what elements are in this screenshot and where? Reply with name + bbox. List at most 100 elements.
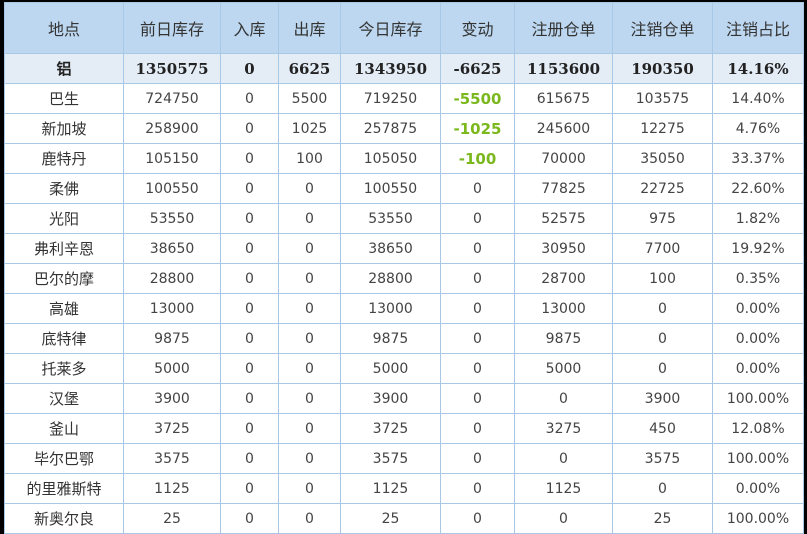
- cell-inbound: 0: [220, 113, 279, 144]
- header-prev-stock: 前日库存: [123, 2, 221, 54]
- cell-registered-warrants: 52575: [514, 203, 613, 234]
- cell-today-stock: 719250: [340, 83, 441, 114]
- cell-today-stock: 1125: [340, 473, 441, 504]
- cell-cancelled-ratio: 0.00%: [712, 353, 804, 384]
- cell-prev-stock: 3725: [123, 413, 221, 444]
- header-today-stock: 今日库存: [340, 2, 441, 54]
- table-row: 巴尔的摩 28800 0 0 28800 0 28700 100 0.35%: [4, 263, 804, 294]
- cell-registered-warrants: 1153600: [514, 53, 613, 84]
- cell-today-stock: 25: [340, 503, 441, 534]
- cell-prev-stock: 1350575: [123, 53, 221, 84]
- cell-inbound: 0: [220, 293, 279, 324]
- cell-outbound: 5500: [278, 83, 341, 114]
- cell-prev-stock: 105150: [123, 143, 221, 174]
- cell-change: 0: [440, 473, 515, 504]
- cell-outbound: 0: [278, 293, 341, 324]
- cell-today-stock: 3900: [340, 383, 441, 414]
- cell-cancelled-warrants: 12275: [612, 113, 713, 144]
- cell-today-stock: 13000: [340, 293, 441, 324]
- cell-prev-stock: 38650: [123, 233, 221, 264]
- table-row: 巴生 724750 0 5500 719250 -5500 615675 103575 14.4…: [4, 83, 804, 114]
- cell-inbound: 0: [220, 233, 279, 264]
- cell-registered-warrants: 13000: [514, 293, 613, 324]
- cell-inbound: 0: [220, 263, 279, 294]
- cell-change: -6625: [440, 53, 515, 84]
- cell-inbound: 0: [220, 173, 279, 204]
- cell-inbound: 0: [220, 203, 279, 234]
- cell-outbound: 100: [278, 143, 341, 174]
- cell-cancelled-warrants: 7700: [612, 233, 713, 264]
- table-row: 新奥尔良 25 0 0 25 0 0 25 100.00%: [4, 503, 804, 534]
- cell-cancelled-ratio: 0.00%: [712, 293, 804, 324]
- cell-registered-warrants: 70000: [514, 143, 613, 174]
- cell-today-stock: 9875: [340, 323, 441, 354]
- cell-cancelled-warrants: 3900: [612, 383, 713, 414]
- cell-inbound: 0: [220, 383, 279, 414]
- cell-today-stock: 5000: [340, 353, 441, 384]
- table-row: 托莱多 5000 0 0 5000 0 5000 0 0.00%: [4, 353, 804, 384]
- cell-location: 高雄: [4, 293, 124, 324]
- cell-cancelled-ratio: 14.40%: [712, 83, 804, 114]
- cell-today-stock: 28800: [340, 263, 441, 294]
- table-row: 光阳 53550 0 0 53550 0 52575 975 1.82%: [4, 203, 804, 234]
- cell-cancelled-ratio: 14.16%: [712, 53, 804, 84]
- cell-prev-stock: 9875: [123, 323, 221, 354]
- cell-cancelled-ratio: 12.08%: [712, 413, 804, 444]
- cell-outbound: 0: [278, 413, 341, 444]
- cell-prev-stock: 1125: [123, 473, 221, 504]
- cell-cancelled-ratio: 100.00%: [712, 383, 804, 414]
- cell-outbound: 6625: [278, 53, 341, 84]
- cell-outbound: 0: [278, 263, 341, 294]
- cell-cancelled-ratio: 1.82%: [712, 203, 804, 234]
- cell-location: 毕尔巴鄂: [4, 443, 124, 474]
- cell-cancelled-warrants: 22725: [612, 173, 713, 204]
- cell-outbound: 0: [278, 443, 341, 474]
- cell-outbound: 0: [278, 323, 341, 354]
- header-cancelled-warrants: 注销仓单: [612, 2, 713, 54]
- header-cancelled-ratio: 注销占比: [712, 2, 804, 54]
- cell-location: 柔佛: [4, 173, 124, 204]
- cell-outbound: 0: [278, 503, 341, 534]
- cell-prev-stock: 724750: [123, 83, 221, 114]
- cell-prev-stock: 3900: [123, 383, 221, 414]
- cell-cancelled-warrants: 3575: [612, 443, 713, 474]
- table-row: 釜山 3725 0 0 3725 0 3275 450 12.08%: [4, 413, 804, 444]
- cell-cancelled-warrants: 0: [612, 323, 713, 354]
- cell-location: 鹿特丹: [4, 143, 124, 174]
- table-header-row: 地点 前日库存 入库 出库 今日库存 变动 注册仓单 注销仓单 注销占比: [4, 2, 804, 54]
- cell-change: 0: [440, 203, 515, 234]
- cell-location: 巴尔的摩: [4, 263, 124, 294]
- cell-location: 新加坡: [4, 113, 124, 144]
- cell-change: 0: [440, 173, 515, 204]
- cell-outbound: 0: [278, 353, 341, 384]
- cell-outbound: 0: [278, 233, 341, 264]
- cell-inbound: 0: [220, 353, 279, 384]
- header-change: 变动: [440, 2, 515, 54]
- cell-change: 0: [440, 503, 515, 534]
- header-outbound: 出库: [278, 2, 341, 54]
- cell-registered-warrants: 9875: [514, 323, 613, 354]
- cell-change: 0: [440, 323, 515, 354]
- cell-registered-warrants: 0: [514, 503, 613, 534]
- cell-cancelled-ratio: 0.35%: [712, 263, 804, 294]
- cell-today-stock: 105050: [340, 143, 441, 174]
- cell-change: 0: [440, 293, 515, 324]
- cell-cancelled-ratio: 19.92%: [712, 233, 804, 264]
- total-row: 铝 1350575 0 6625 1343950 -6625 1153600 190350 14…: [4, 53, 804, 84]
- cell-prev-stock: 28800: [123, 263, 221, 294]
- cell-registered-warrants: 77825: [514, 173, 613, 204]
- cell-inbound: 0: [220, 143, 279, 174]
- cell-outbound: 0: [278, 383, 341, 414]
- cell-inbound: 0: [220, 503, 279, 534]
- cell-location: 汉堡: [4, 383, 124, 414]
- cell-location: 的里雅斯特: [4, 473, 124, 504]
- cell-cancelled-warrants: 0: [612, 293, 713, 324]
- cell-today-stock: 100550: [340, 173, 441, 204]
- cell-outbound: 1025: [278, 113, 341, 144]
- cell-location: 弗利辛恩: [4, 233, 124, 264]
- cell-registered-warrants: 0: [514, 383, 613, 414]
- table-row: 高雄 13000 0 0 13000 0 13000 0 0.00%: [4, 293, 804, 324]
- cell-prev-stock: 53550: [123, 203, 221, 234]
- cell-location: 釜山: [4, 413, 124, 444]
- inventory-table-container: 地点 前日库存 入库 出库 今日库存 变动 注册仓单 注销仓单 注销占比 铝 1350575 0 66…: [4, 2, 804, 534]
